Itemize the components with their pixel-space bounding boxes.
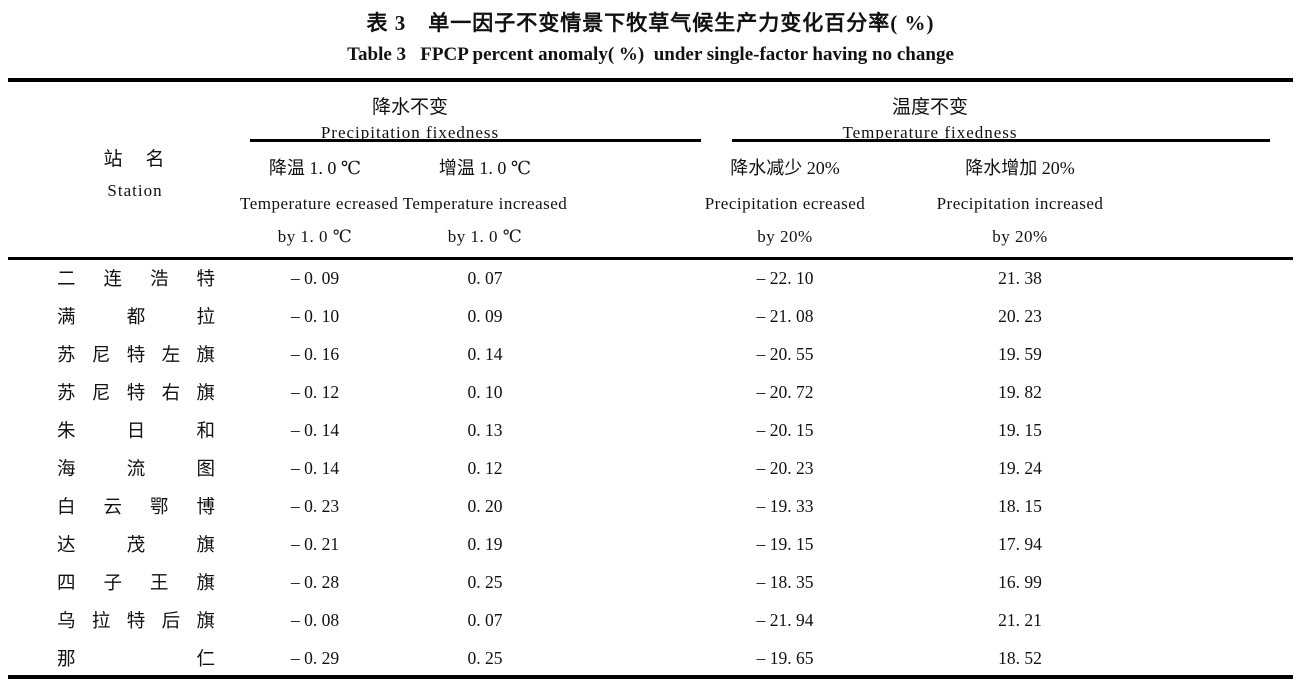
table-body: 二连浩特 – 0. 09 0. 07 – 22. 10 21. 38 满都拉 –… (0, 259, 1301, 677)
station-header-en: Station (107, 181, 163, 200)
group-header-temp-cn: 温度不变 (891, 97, 968, 118)
cell-precip-down: – 19. 15 (756, 533, 814, 554)
cell-temp-up: 0. 19 (467, 533, 503, 554)
cell-temp-up: 0. 10 (467, 381, 503, 402)
table-row: 四子王旗 – 0. 28 0. 25 – 18. 35 16. 99 (0, 563, 1301, 601)
cell-precip-up: 16. 99 (998, 571, 1042, 592)
cell-precip-down: – 22. 10 (756, 267, 814, 288)
col-header-precip-decreased-cn: 降水减少 20% (730, 158, 840, 178)
cell-temp-down: – 0. 10 (290, 305, 340, 326)
cell-precip-up: 19. 59 (998, 343, 1042, 364)
cell-precip-down: – 19. 33 (756, 495, 814, 516)
table-row: 乌拉特后旗 – 0. 08 0. 07 – 21. 94 21. 21 (0, 601, 1301, 639)
col-header-precip-decreased: 降水减少 20% Precipitation ecreased by 20% (660, 146, 910, 260)
table-row: 满都拉 – 0. 10 0. 09 – 21. 08 20. 23 (0, 297, 1301, 335)
col-header-precip-decreased-en1: Precipitation ecreased (704, 194, 866, 213)
cell-temp-up: 0. 09 (467, 305, 503, 326)
station-name: 四子王旗 (57, 574, 215, 594)
cell-temp-down: – 0. 29 (290, 647, 340, 668)
table-title-en: Table 3 FPCP percent anomaly( %) under s… (347, 44, 954, 65)
cell-temp-up: 0. 20 (467, 495, 503, 516)
group-precip-underline (250, 139, 701, 142)
col-header-temp-increased-en1: Temperature increased (402, 194, 568, 213)
station-name: 苏尼特右旗 (57, 384, 215, 404)
cell-precip-up: 18. 15 (998, 495, 1042, 516)
cell-temp-up: 0. 13 (467, 419, 503, 440)
header-body-rule (8, 257, 1293, 260)
cell-precip-up: 21. 38 (998, 267, 1042, 288)
table-top-rule (8, 78, 1293, 82)
col-header-precip-increased-en2: by 20% (992, 227, 1048, 246)
cell-precip-up: 19. 82 (998, 381, 1042, 402)
station-name: 白云鄂博 (57, 498, 215, 518)
station-name: 达茂旗 (57, 536, 215, 556)
table-row: 海流图 – 0. 14 0. 12 – 20. 23 19. 24 (0, 449, 1301, 487)
cell-precip-down: – 21. 08 (756, 305, 814, 326)
group-header-temp-en: Temperature fixedness (842, 123, 1018, 142)
cell-precip-down: – 21. 94 (756, 609, 814, 630)
station-header-cn: 站 名 (103, 149, 167, 170)
station-name: 苏尼特左旗 (57, 346, 215, 366)
col-header-temp-decreased-en1: Temperature ecreased (240, 194, 399, 213)
cell-temp-up: 0. 25 (467, 647, 503, 668)
table-row: 二连浩特 – 0. 09 0. 07 – 22. 10 21. 38 (0, 259, 1301, 297)
col-header-temp-increased-en2: by 1. 0 ℃ (447, 227, 523, 246)
cell-precip-down: – 20. 72 (756, 381, 814, 402)
column-headers: 降温 1. 0 ℃ Temperature ecreased by 1. 0 ℃… (0, 146, 1301, 260)
col-header-precip-decreased-en2: by 20% (757, 227, 813, 246)
cell-precip-up: 20. 23 (998, 305, 1042, 326)
cell-precip-down: – 18. 35 (756, 571, 814, 592)
table-bottom-rule (8, 675, 1293, 679)
table-row: 朱日和 – 0. 14 0. 13 – 20. 15 19. 15 (0, 411, 1301, 449)
table-row: 达茂旗 – 0. 21 0. 19 – 19. 15 17. 94 (0, 525, 1301, 563)
table-row: 那仁 – 0. 29 0. 25 – 19. 65 18. 52 (0, 639, 1301, 677)
cell-temp-down: – 0. 14 (290, 419, 340, 440)
group-header-precip-cn: 降水不变 (371, 97, 448, 118)
col-header-temp-decreased: 降温 1. 0 ℃ Temperature ecreased by 1. 0 ℃ (240, 146, 399, 260)
cell-temp-down: – 0. 28 (290, 571, 340, 592)
cell-temp-up: 0. 25 (467, 571, 503, 592)
cell-temp-down: – 0. 14 (290, 457, 340, 478)
cell-precip-down: – 20. 15 (756, 419, 814, 440)
table-row: 苏尼特右旗 – 0. 12 0. 10 – 20. 72 19. 82 (0, 373, 1301, 411)
station-name: 乌拉特后旗 (57, 612, 215, 632)
col-header-precip-increased-en1: Precipitation increased (936, 194, 1104, 213)
cell-precip-up: 19. 24 (998, 457, 1042, 478)
cell-temp-down: – 0. 09 (290, 267, 340, 288)
table-row: 苏尼特左旗 – 0. 16 0. 14 – 20. 55 19. 59 (0, 335, 1301, 373)
cell-temp-down: – 0. 21 (290, 533, 340, 554)
group-temp-underline (732, 139, 1270, 142)
col-header-precip-increased-cn: 降水增加 20% (965, 158, 1075, 178)
cell-temp-down: – 0. 16 (290, 343, 340, 364)
col-header-temp-increased: 增温 1. 0 ℃ Temperature increased by 1. 0 … (390, 146, 580, 260)
cell-temp-down: – 0. 12 (290, 381, 340, 402)
cell-precip-up: 21. 21 (998, 609, 1042, 630)
station-column-header: 站 名 Station (60, 148, 210, 201)
table-title-cn: 表 3 单一因子不变情景下牧草气候生产力变化百分率( %) (366, 11, 935, 35)
cell-precip-up: 19. 15 (998, 419, 1042, 440)
group-header-precip-en: Precipitation fixedness (320, 123, 500, 142)
cell-temp-up: 0. 12 (467, 457, 503, 478)
cell-temp-down: – 0. 23 (290, 495, 340, 516)
cell-precip-up: 18. 52 (998, 647, 1042, 668)
cell-precip-down: – 20. 55 (756, 343, 814, 364)
cell-precip-down: – 19. 65 (756, 647, 814, 668)
cell-temp-up: 0. 07 (467, 267, 503, 288)
cell-temp-up: 0. 07 (467, 609, 503, 630)
cell-temp-down: – 0. 08 (290, 609, 340, 630)
cell-precip-up: 17. 94 (998, 533, 1042, 554)
col-header-temp-decreased-en2: by 1. 0 ℃ (277, 227, 353, 246)
cell-precip-down: – 20. 23 (756, 457, 814, 478)
table-row: 白云鄂博 – 0. 23 0. 20 – 19. 33 18. 15 (0, 487, 1301, 525)
station-name: 二连浩特 (57, 270, 215, 290)
station-name: 海流图 (57, 460, 215, 480)
station-name: 满都拉 (57, 308, 215, 328)
station-name: 朱日和 (57, 422, 215, 442)
col-header-temp-decreased-cn: 降温 1. 0 ℃ (268, 158, 362, 178)
cell-temp-up: 0. 14 (467, 343, 503, 364)
station-name: 那仁 (57, 650, 215, 670)
col-header-temp-increased-cn: 增温 1. 0 ℃ (438, 158, 532, 178)
col-header-precip-increased: 降水增加 20% Precipitation increased by 20% (910, 146, 1130, 260)
